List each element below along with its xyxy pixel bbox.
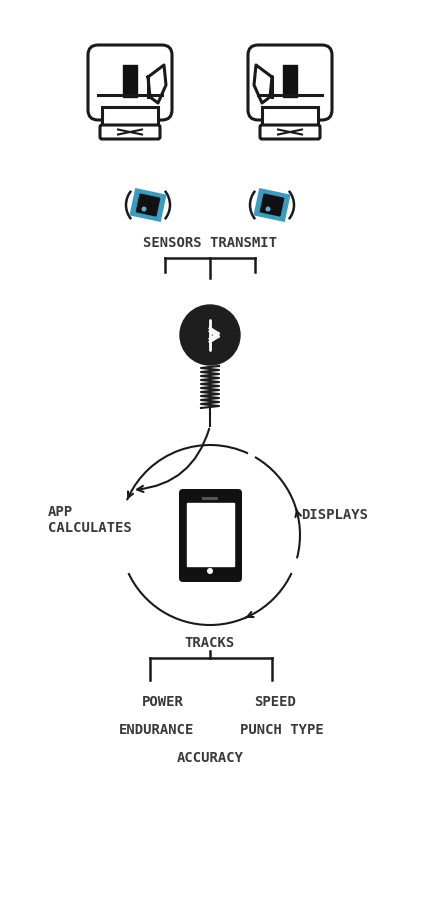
Text: ENDURANCE: ENDURANCE (119, 723, 195, 737)
Text: ACCURACY: ACCURACY (176, 751, 243, 765)
Circle shape (180, 305, 240, 365)
Bar (123, 65, 137, 97)
Text: TRACKS: TRACKS (185, 636, 235, 650)
Text: DISPLAYS: DISPLAYS (301, 508, 368, 522)
FancyBboxPatch shape (260, 125, 320, 139)
FancyArrowPatch shape (137, 428, 209, 492)
Polygon shape (254, 65, 272, 103)
Text: POWER: POWER (142, 695, 184, 709)
Bar (260, 194, 284, 216)
Circle shape (207, 568, 213, 574)
Bar (262, 107, 318, 131)
Polygon shape (148, 65, 166, 103)
FancyBboxPatch shape (100, 125, 160, 139)
Bar (202, 497, 218, 500)
Circle shape (266, 206, 271, 211)
Bar (136, 194, 160, 216)
Bar (253, 188, 290, 222)
Text: APP
CALCULATES: APP CALCULATES (48, 505, 132, 536)
Text: SENSORS TRANSMIT: SENSORS TRANSMIT (143, 236, 277, 250)
Bar (102, 107, 158, 131)
Bar (283, 65, 297, 97)
FancyBboxPatch shape (248, 45, 332, 120)
FancyBboxPatch shape (179, 489, 242, 582)
Circle shape (141, 206, 147, 211)
Bar (187, 503, 234, 566)
Text: PUNCH TYPE: PUNCH TYPE (240, 723, 324, 737)
Bar (129, 188, 167, 222)
FancyBboxPatch shape (88, 45, 172, 120)
Text: SPEED: SPEED (254, 695, 296, 709)
